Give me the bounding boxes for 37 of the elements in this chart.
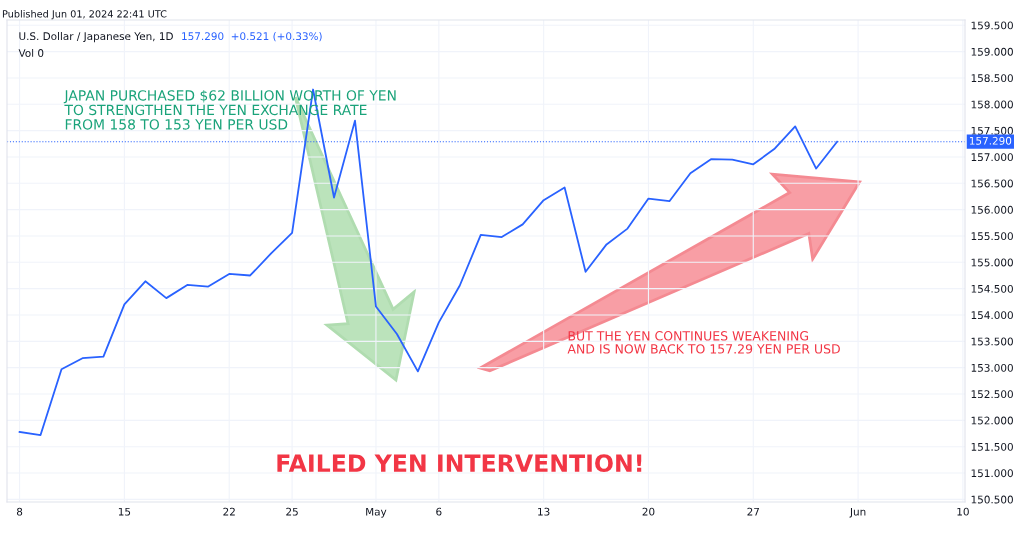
annotation: 157.290 +0.521 (+0.33%) <box>182 32 322 42</box>
text: Published Jun 01, 2024 22:41 UTC <box>2 10 167 20</box>
x-tick-label: Jun <box>849 507 866 518</box>
y-tick-label: 158.000 <box>971 100 1013 109</box>
y-tick-label: 151.000 <box>971 469 1013 478</box>
y-tick-label: 153.500 <box>971 337 1013 346</box>
x-tick-label: 27 <box>747 507 760 516</box>
y-tick-label: 152.500 <box>971 390 1013 399</box>
y-tick-label: 152.000 <box>971 416 1013 425</box>
y-tick-label: 150.500 <box>971 495 1013 504</box>
y-tick-label: 154.500 <box>971 284 1013 293</box>
y-tick-label: 156.000 <box>971 205 1013 214</box>
y-tick-label: 156.500 <box>971 179 1013 188</box>
text: U.S. Dollar / Japanese Yen, 1D <box>19 32 173 43</box>
annotation: FAILED YEN INTERVENTION! <box>277 454 642 473</box>
x-tick-label: 10 <box>957 507 969 516</box>
x-tick-label: 6 <box>436 507 442 516</box>
x-tick-label: 15 <box>118 507 131 516</box>
x-tick-label: 22 <box>223 507 235 516</box>
x-tick-label: 25 <box>286 507 298 516</box>
x-tick-label: May <box>366 507 387 518</box>
y-tick-label: 158.500 <box>971 74 1013 83</box>
x-tick-label: 20 <box>642 507 655 516</box>
y-tick-label: 159.500 <box>971 21 1013 30</box>
y-tick-label: 153.000 <box>971 363 1013 372</box>
y-tick-label: 157.000 <box>971 153 1013 162</box>
ref-line-label: 157.290 <box>969 136 1012 145</box>
y-tick-label: 155.000 <box>971 258 1013 267</box>
x-tick-label: 8 <box>16 507 23 516</box>
y-tick-label: 151.500 <box>971 442 1013 451</box>
y-tick-label: 154.000 <box>971 311 1013 320</box>
y-tick-label: 155.500 <box>971 232 1013 241</box>
annotation: BUT THE YEN CONTINUES WEAKENING AND IS NOW BACK TO 157.29 YEN PER USD <box>567 331 840 354</box>
y-tick-label: 157.500 <box>971 126 1013 135</box>
y-tick-label: 159.000 <box>971 47 1013 56</box>
annotation: Vol 0 <box>18 48 44 57</box>
x-tick-label: 13 <box>538 507 550 516</box>
